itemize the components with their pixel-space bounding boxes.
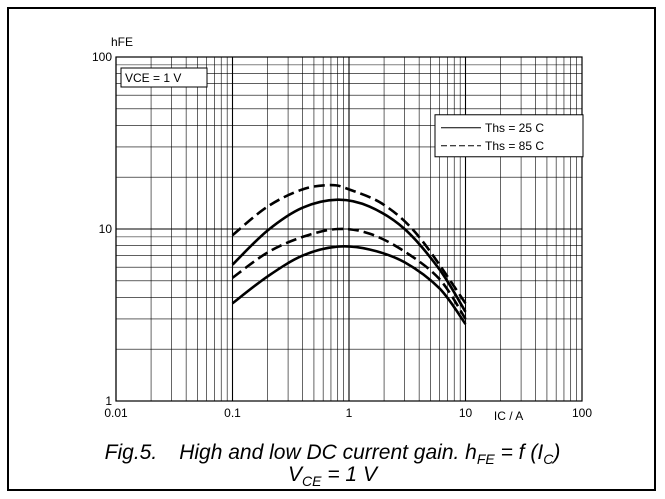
plot-border (115, 56, 583, 402)
series-line-solid-1 (231, 244, 467, 325)
x-tick-label: 0.01 (104, 406, 128, 420)
figure-frame (7, 7, 656, 491)
x-axis-label: IC / A (494, 409, 523, 423)
figure-caption: Fig.5. High and low DC current gain. hFE … (0, 442, 665, 470)
caption-title: High and low DC current gain. hFE = f (I… (179, 441, 561, 468)
series-line-dashed-2 (231, 183, 467, 305)
series-line-dashed-3 (231, 227, 467, 320)
legend: Ths = 25 C Ths = 85 C (434, 114, 584, 158)
figure-caption-condition: VCE = 1 V (288, 463, 377, 490)
y-axis-label: hFE (111, 35, 133, 49)
x-tick-label: 10 (459, 406, 473, 420)
caption-fig-number: Fig.5. (104, 441, 158, 464)
tick-labels: 0.01 0.1 1 10 100 1 10 100 (92, 50, 592, 420)
x-tick-label: 0.1 (224, 406, 241, 420)
y-tick-label: 10 (99, 222, 113, 236)
legend-label-85c: Ths = 85 C (485, 139, 544, 153)
legend-label-25c: Ths = 25 C (485, 121, 544, 135)
curves (231, 183, 467, 325)
vce-annotation-box: VCE = 1 V (120, 67, 208, 88)
y-tick-label: 1 (105, 394, 112, 408)
x-tick-label: 100 (572, 406, 592, 420)
y-tick-label: 100 (92, 50, 112, 64)
series-line-solid-0 (231, 198, 467, 313)
vce-annotation-text: VCE = 1 V (125, 71, 181, 85)
x-tick-label: 1 (346, 406, 353, 420)
